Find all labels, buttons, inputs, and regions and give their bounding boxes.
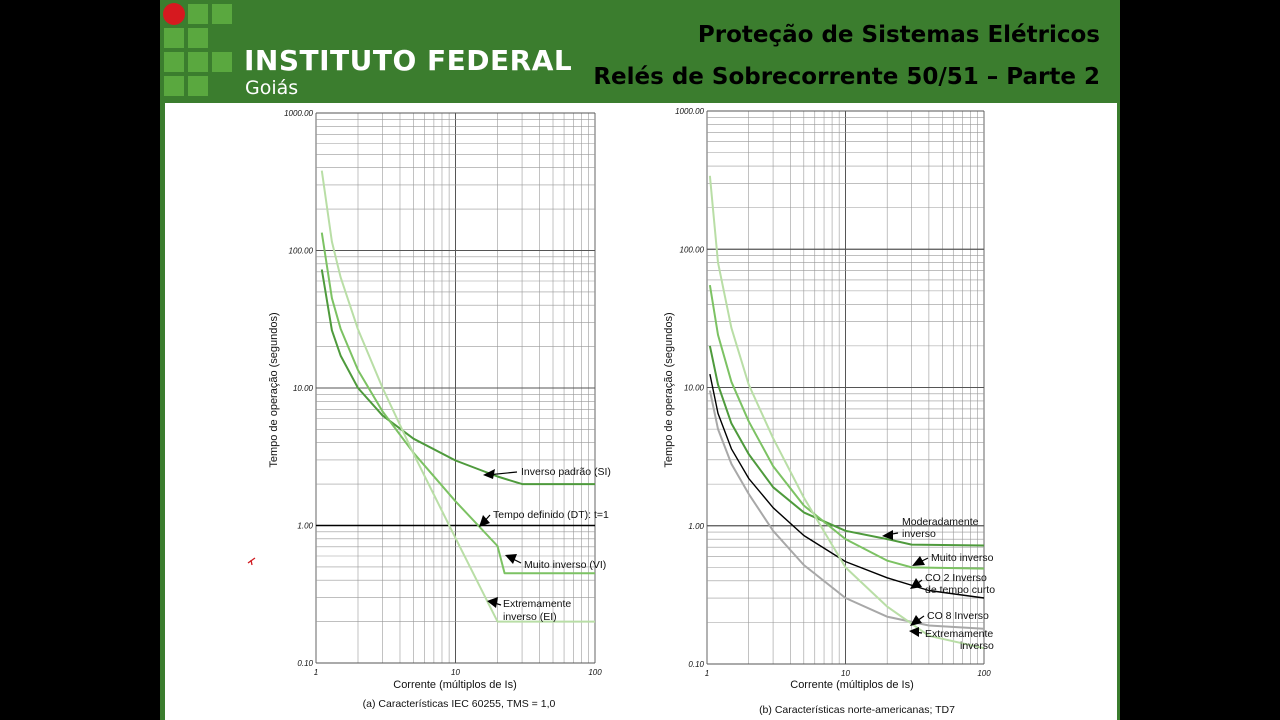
x-tick-label: 100	[588, 668, 602, 677]
content-area	[165, 103, 1117, 720]
annotation-mod-2: inverso	[902, 528, 936, 540]
series-line-2	[709, 373, 985, 599]
series-line-1	[708, 284, 985, 570]
arrow-mod-head	[882, 530, 893, 540]
x-tick-label: 100	[977, 669, 991, 678]
series-line-0	[708, 345, 985, 547]
arrow-dt-head	[479, 515, 490, 527]
y-tick-label: 10.00	[684, 384, 705, 393]
chart-caption: (a) Características IEC 60255, TMS = 1,0	[363, 698, 556, 710]
pen-annotation-mark	[247, 557, 256, 566]
series-line-3	[320, 170, 595, 623]
institution-campus: Goiás	[245, 77, 299, 99]
y-tick-label: 1.00	[688, 522, 704, 531]
logo-square	[212, 52, 232, 72]
x-axis-label: Corrente (múltiplos de Is)	[790, 679, 914, 691]
annotation-vi: Muito inverso (VI)	[524, 559, 606, 571]
logo-red-dot	[163, 3, 185, 25]
x-axis-label: Corrente (múltiplos de Is)	[393, 679, 517, 691]
logo-square	[164, 52, 184, 72]
logo-square	[188, 28, 208, 48]
slide-subtitle: Relés de Sobrecorrente 50/51 – Parte 2	[593, 64, 1100, 90]
y-tick-label: 1.00	[297, 522, 313, 531]
x-tick-label: 1	[314, 668, 318, 677]
chart-iec-60255: 1000.00 100.00 10.00 1.00 0.101 10 100 Tempo d…	[268, 109, 611, 710]
slide-title: Proteção de Sistemas Elétricos	[697, 22, 1100, 48]
series-line-0	[320, 269, 595, 486]
annotation-ei-2: inverso (EI)	[503, 611, 557, 623]
annotation-vi: Muito inverso	[931, 552, 994, 564]
logo-square	[188, 52, 208, 72]
annotations: Moderadamente inverso Muito inverso CO 2…	[882, 516, 995, 652]
series-line-2	[320, 232, 595, 575]
y-tick-label: 1000.00	[284, 109, 313, 118]
x-tick-label: 1	[705, 669, 709, 678]
chart-caption: (b) Características norte-americanas; TD…	[759, 704, 955, 716]
annotation-dt: Tempo definido (DT): t=1	[493, 509, 609, 521]
arrow-ei-head	[909, 627, 919, 637]
x-tick-label: 10	[841, 669, 850, 678]
x-tick-label: 10	[451, 668, 460, 677]
series-line-4	[708, 175, 985, 650]
annotation-ei-2: inverso	[960, 640, 994, 652]
logo-square	[164, 28, 184, 48]
annotation-co8: CO 8 Inverso	[927, 610, 989, 622]
arrow-ei-head	[487, 597, 498, 608]
y-tick-label: 0.10	[297, 659, 313, 668]
y-axis-label: Tempo de operação (segundos)	[663, 312, 675, 467]
y-tick-label: 1000.00	[675, 107, 704, 116]
y-tick-label: 100.00	[289, 247, 314, 256]
annotation-si: Inverso padrão (SI)	[521, 466, 611, 478]
annotation-mod-1: Moderadamente	[902, 516, 979, 528]
y-tick-label: 10.00	[293, 384, 314, 393]
institution-name: INSTITUTO FEDERAL	[244, 44, 573, 77]
y-axis-label: Tempo de operação (segundos)	[268, 312, 280, 467]
logo-square	[188, 76, 208, 96]
arrow-vi-head	[912, 556, 925, 566]
annotation-co2-2: de tempo curto	[925, 584, 995, 596]
arrow-si-head	[483, 469, 495, 479]
logo-square	[164, 76, 184, 96]
annotation-ei-1: Extremamente	[503, 598, 571, 610]
chart-north-american: 1000.00 100.00 10.00 1.00 0.101 10 100 Tempo d…	[663, 107, 995, 716]
annotations: Inverso padrão (SI) Tempo definido (DT):…	[479, 466, 611, 623]
arrow-vi-head	[505, 554, 517, 564]
y-tick-label: 100.00	[680, 245, 705, 254]
arrow-co8-head	[910, 615, 922, 626]
y-tick-label: 0.10	[688, 660, 704, 669]
logo-square	[212, 4, 232, 24]
arrow-co2-head	[910, 578, 922, 589]
annotation-co2-1: CO 2 Inverso	[925, 572, 987, 584]
annotation-ei-1: Extremamente	[925, 628, 993, 640]
logo-square	[188, 4, 208, 24]
